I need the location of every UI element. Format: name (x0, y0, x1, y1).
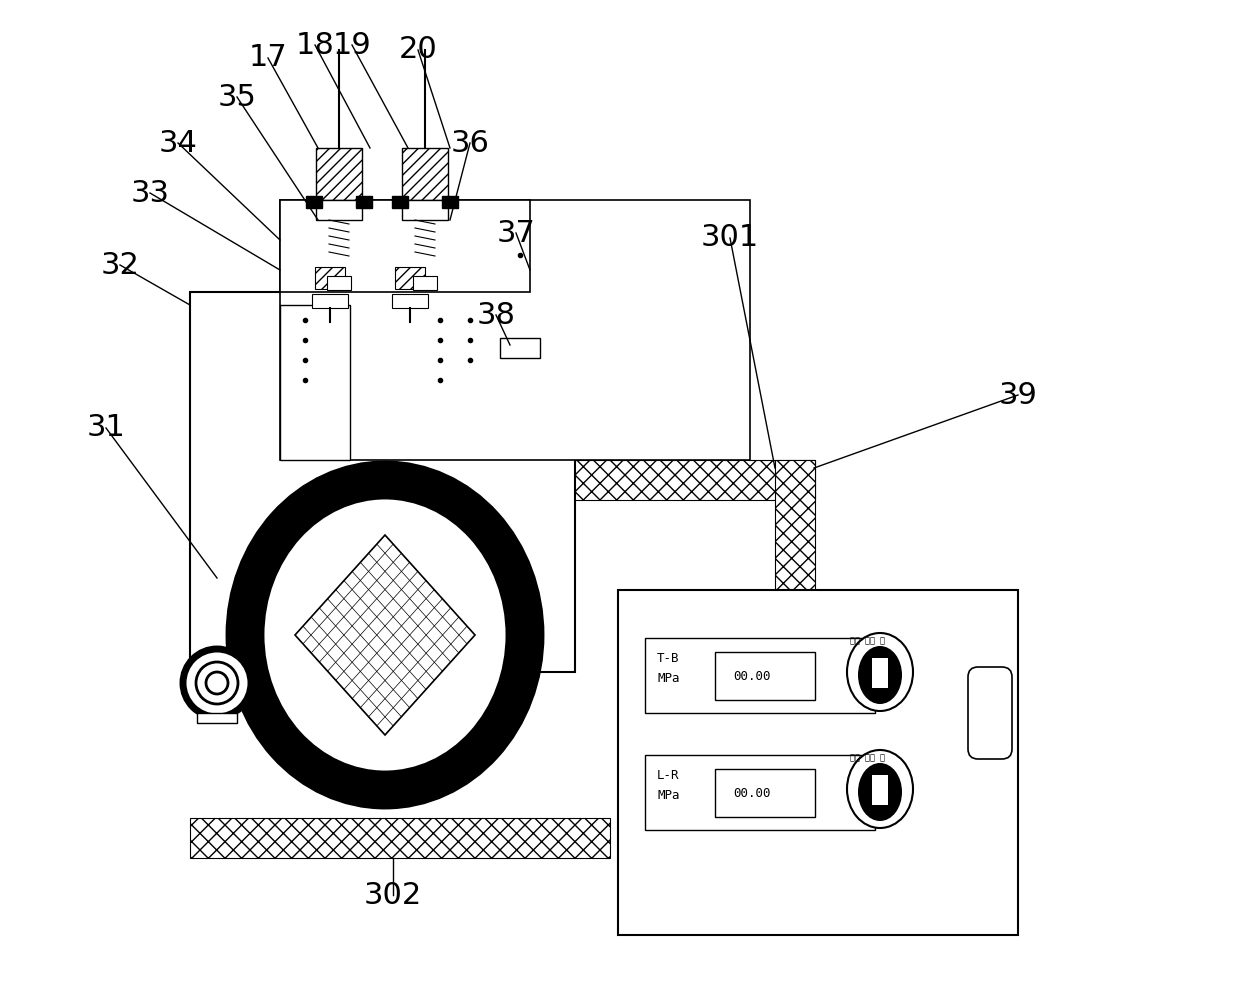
Text: 38: 38 (476, 301, 516, 329)
Text: 302: 302 (363, 880, 422, 909)
Bar (190, 818, 610, 858)
Text: 32: 32 (100, 250, 139, 279)
Bar (413, 276, 436, 290)
Text: 00.00: 00.00 (733, 787, 770, 800)
Bar (356, 196, 372, 208)
Text: 19: 19 (332, 31, 371, 59)
Text: 33: 33 (130, 178, 170, 207)
Text: MPa: MPa (657, 672, 680, 685)
Text: 34: 34 (159, 128, 197, 158)
Bar (190, 460, 815, 500)
Bar (190, 292, 575, 672)
Ellipse shape (246, 480, 525, 790)
Bar (280, 200, 750, 460)
Circle shape (184, 649, 250, 717)
Bar (872, 658, 888, 688)
Bar (715, 652, 815, 700)
Bar (316, 148, 362, 200)
Bar (315, 267, 345, 289)
Polygon shape (295, 535, 475, 735)
Ellipse shape (858, 646, 901, 704)
Bar (500, 338, 539, 358)
Text: 36: 36 (450, 128, 490, 158)
Text: 20: 20 (398, 35, 438, 64)
Bar (872, 775, 888, 805)
Text: 39: 39 (998, 381, 1038, 409)
Bar (316, 200, 362, 220)
Bar (392, 196, 408, 208)
Text: 18: 18 (295, 31, 335, 59)
Text: L-R: L-R (657, 769, 680, 782)
Ellipse shape (847, 750, 913, 828)
Bar (775, 460, 815, 858)
Bar (645, 638, 875, 713)
Bar (618, 590, 1018, 935)
Bar (715, 769, 815, 817)
Bar (280, 305, 350, 460)
Text: 37: 37 (496, 219, 536, 247)
Ellipse shape (858, 763, 901, 821)
Bar (396, 267, 425, 289)
Text: T-B: T-B (657, 652, 680, 665)
Circle shape (206, 672, 228, 694)
Bar (392, 294, 428, 308)
Text: 加压 减压 停: 加压 减压 停 (849, 636, 885, 645)
Text: 加压 减压 停: 加压 减压 停 (849, 753, 885, 762)
Bar (312, 294, 348, 308)
Bar (280, 200, 529, 292)
Bar (441, 196, 458, 208)
FancyBboxPatch shape (968, 667, 1012, 759)
Bar (197, 713, 237, 723)
Bar (327, 276, 351, 290)
Text: 301: 301 (701, 224, 759, 252)
Bar (402, 200, 448, 220)
Bar (402, 148, 448, 200)
Text: MPa: MPa (657, 789, 680, 802)
Bar (306, 196, 322, 208)
Bar (645, 755, 875, 830)
Text: 35: 35 (217, 83, 257, 111)
Text: 00.00: 00.00 (733, 670, 770, 683)
Ellipse shape (847, 633, 913, 711)
Circle shape (196, 662, 238, 704)
Text: 17: 17 (249, 43, 288, 73)
Text: 31: 31 (87, 413, 125, 443)
